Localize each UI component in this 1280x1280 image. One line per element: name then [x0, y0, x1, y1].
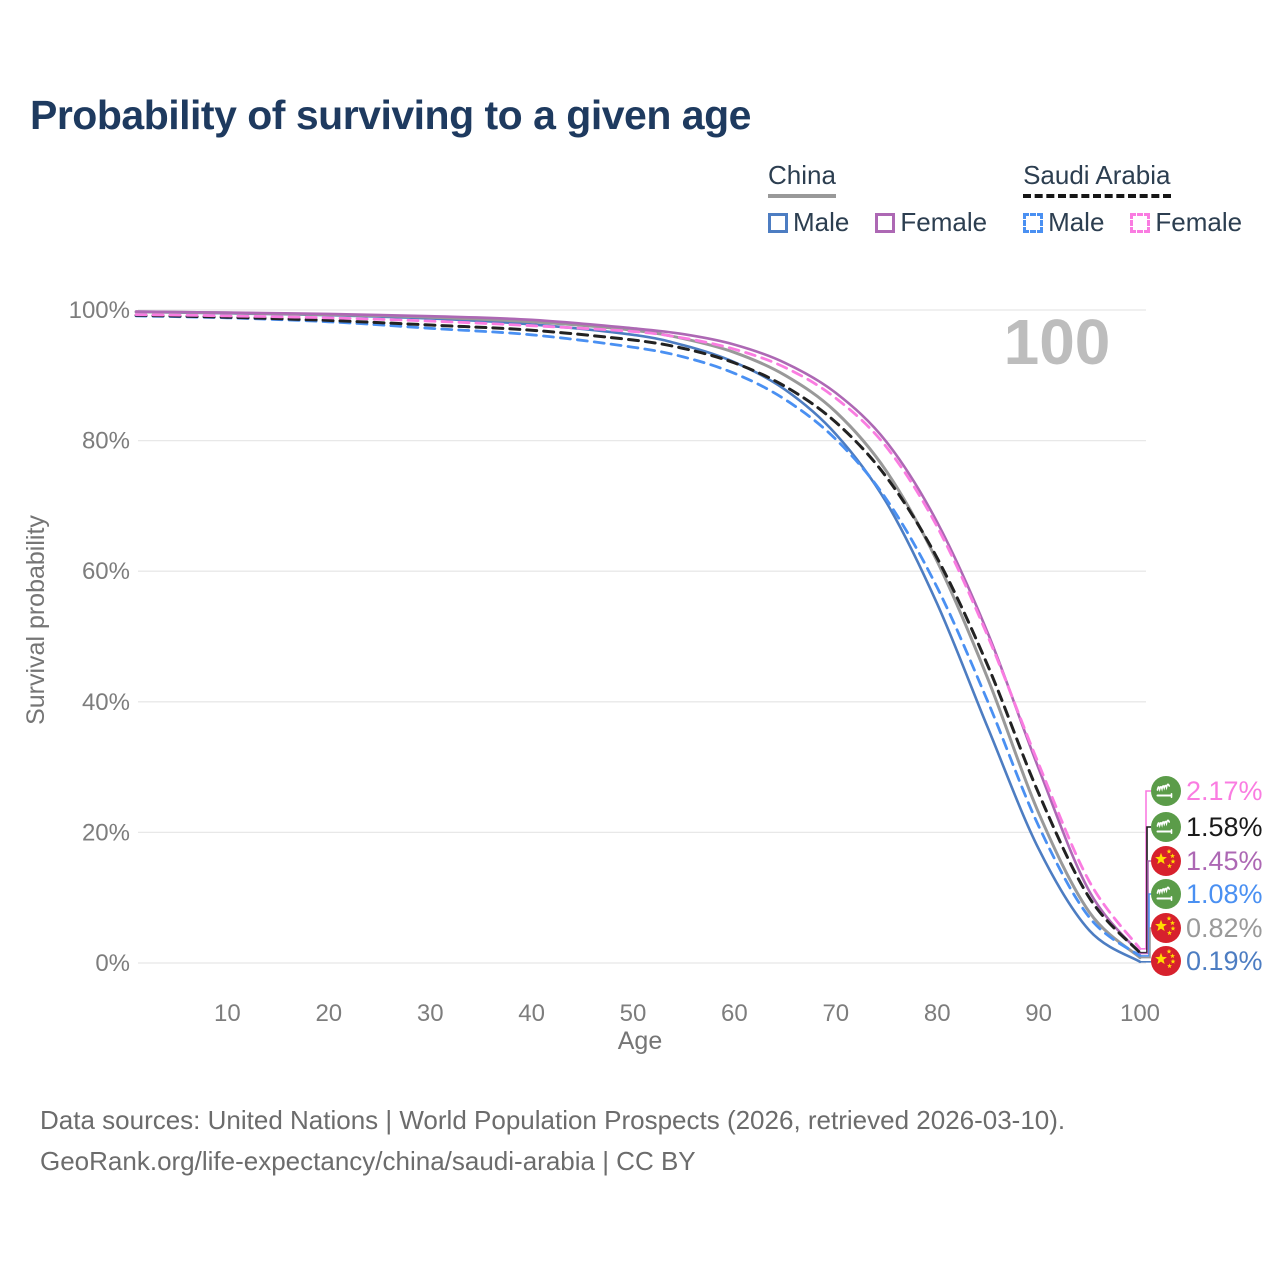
china-flag-icon [1151, 846, 1181, 876]
x-tick-60: 60 [721, 1000, 748, 1027]
label-connector-china-all [1140, 927, 1151, 959]
star-icon [1167, 930, 1172, 936]
y-tick-0%: 0% [95, 950, 130, 977]
legend-item-saudi-female[interactable]: Female [1130, 207, 1242, 238]
x-tick-30: 30 [417, 1000, 444, 1027]
curve-saudi-female[interactable] [134, 313, 1142, 951]
saudi-arabia-flag-icon [1151, 776, 1181, 806]
label-connector-china-female [1140, 860, 1151, 955]
chart-footer: Data sources: United Nations | World Pop… [40, 1100, 1065, 1182]
y-tick-40%: 40% [82, 689, 130, 716]
end-value-label-saudi-male: 1.08% [1186, 879, 1263, 909]
legend-header-china[interactable]: China [768, 160, 836, 198]
legend-label-china-female: Female [900, 207, 988, 237]
saudi-arabia-flag-icon [1151, 879, 1181, 909]
legend-header-saudi-arabia[interactable]: Saudi Arabia [1023, 160, 1171, 198]
china-flag-icon [1151, 946, 1181, 976]
y-tick-20%: 20% [82, 819, 130, 846]
label-connector-saudi-female [1140, 790, 1151, 950]
flag-circle [1151, 879, 1181, 909]
y-tick-100%: 100% [69, 297, 130, 324]
age-watermark: 100 [1004, 306, 1111, 378]
legend-item-china-male[interactable]: Male [768, 207, 849, 238]
x-tick-20: 20 [315, 1000, 342, 1027]
star-icon [1170, 925, 1176, 931]
curve-saudi-all[interactable] [134, 313, 1142, 955]
x-tick-50: 50 [620, 1000, 647, 1027]
shahada-script-icon [1156, 886, 1171, 896]
y-tick-60%: 60% [82, 558, 130, 585]
curve-china-female[interactable] [134, 310, 1142, 955]
shahada-script-icon [1156, 819, 1171, 829]
star-icon [1170, 858, 1176, 864]
curve-saudi-male[interactable] [134, 314, 1142, 958]
star-icon [1170, 953, 1175, 959]
data-sources-text: Data sources: United Nations | World Pop… [40, 1105, 1066, 1135]
flag-circle [1151, 776, 1181, 806]
axis-tick-layer: 0% 20% 40% 60% 80% 100% 10 20 30 40 50 60 70 80 90 100 [69, 297, 1160, 1027]
star-icon [1155, 852, 1167, 865]
legend-item-china-female[interactable]: Female [875, 207, 987, 238]
legend-label-saudi-female: Female [1155, 207, 1243, 237]
legend-label-china-male: Male [793, 207, 850, 237]
end-label-layer: 2.17% 1.58% 1.45%1.08% 0.82%0.19% [1140, 776, 1263, 976]
star-icon [1170, 920, 1175, 926]
x-tick-80: 80 [924, 1000, 951, 1027]
star-icon [1167, 863, 1172, 869]
saudi-arabia-flag-icon [1151, 812, 1181, 842]
flag-circle [1151, 846, 1181, 876]
star-icon [1170, 853, 1175, 859]
end-value-label-china-all: 0.82% [1186, 913, 1263, 943]
y-axis-title: Survival probability [22, 515, 50, 725]
line-swatch-china-female-icon [875, 212, 896, 233]
star-icon [1170, 958, 1176, 964]
x-tick-90: 90 [1025, 1000, 1052, 1027]
flag-circle [1151, 812, 1181, 842]
end-value-label-saudi-female: 2.17% [1186, 776, 1263, 806]
x-tick-70: 70 [822, 1000, 849, 1027]
page-title: Probability of surviving to a given age [30, 92, 751, 138]
grid-layer [138, 309, 1146, 964]
line-swatch-saudi-female-icon [1130, 212, 1151, 233]
legend-item-saudi-male[interactable]: Male [1023, 207, 1104, 238]
end-value-label-saudi-all: 1.58% [1186, 812, 1263, 842]
x-tick-40: 40 [518, 1000, 545, 1027]
chart-legend: China Male Female Saudi Arabia Male [768, 160, 1242, 238]
x-axis-title: Age [618, 1027, 662, 1055]
star-icon [1155, 952, 1167, 965]
x-tick-10: 10 [214, 1000, 241, 1027]
shahada-script-icon [1156, 783, 1171, 793]
china-flag-icon [1151, 913, 1181, 943]
curve-layer [134, 310, 1142, 964]
legend-label-saudi-male: Male [1048, 207, 1105, 237]
flag-circle [1151, 946, 1181, 976]
label-connector-saudi-male [1140, 893, 1151, 957]
end-value-label-china-female: 1.45% [1186, 846, 1263, 876]
label-connector-china-male [1140, 961, 1152, 963]
star-icon [1155, 919, 1167, 932]
end-value-label-china-male: 0.19% [1186, 946, 1263, 976]
line-swatch-saudi-male-icon [1023, 212, 1044, 233]
y-tick-80%: 80% [82, 428, 130, 455]
line-swatch-china-male-icon [768, 212, 788, 233]
x-tick-100: 100 [1120, 1000, 1160, 1027]
attribution-link-text: GeoRank.org/life-expectancy/china/saudi-… [40, 1146, 696, 1176]
legend-group-china: China Male Female [768, 160, 987, 238]
star-icon [1167, 963, 1172, 969]
star-icon [1166, 848, 1172, 854]
star-icon [1166, 948, 1172, 954]
flag-circle [1151, 913, 1181, 943]
star-icon [1166, 915, 1172, 921]
legend-group-saudi-arabia: Saudi Arabia Male Female [1023, 160, 1242, 238]
